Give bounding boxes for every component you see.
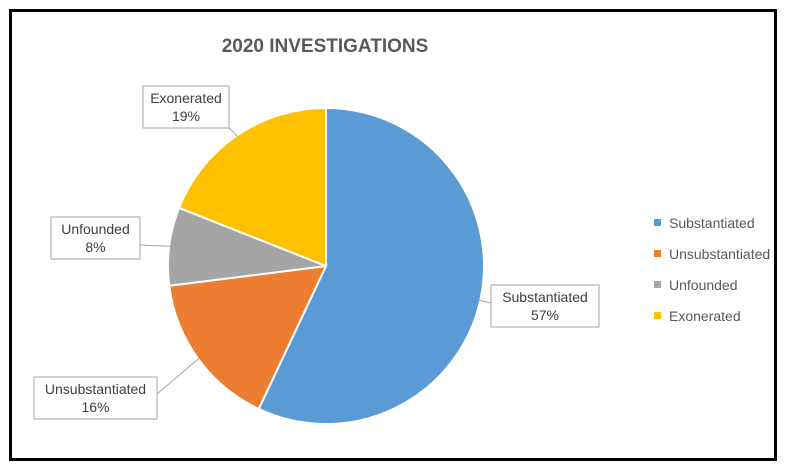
legend-label-unfounded: Unfounded: [669, 276, 738, 293]
data-label-name-substantiated: Substantiated: [502, 289, 588, 305]
leader-line-unsubstantiated: [156, 357, 200, 395]
data-label-name-exonerated: Exonerated: [150, 90, 222, 106]
chart-title: 2020 INVESTIGATIONS: [221, 36, 429, 57]
leader-line-unfounded: [139, 244, 171, 247]
legend-swatch-unfounded: [654, 281, 661, 288]
legend-item-exonerated: Exonerated: [654, 300, 770, 331]
legend-item-unfounded: Unfounded: [654, 269, 770, 300]
legend-label-substantiated: Substantiated: [669, 214, 755, 231]
legend-item-substantiated: Substantiated: [654, 207, 770, 238]
data-label-name-unsubstantiated: Unsubstantiated: [45, 381, 146, 397]
data-label-box-unfounded: [50, 216, 141, 260]
leader-line-substantiated: [478, 299, 492, 304]
data-label-box-unsubstantiated: [33, 376, 158, 420]
data-label-value-unfounded: 8%: [85, 239, 105, 255]
data-label-box-exonerated: [142, 85, 230, 129]
legend-item-unsubstantiated: Unsubstantiated: [654, 238, 770, 269]
leader-line-exonerated: [228, 127, 239, 137]
data-label-value-exonerated: 19%: [172, 108, 200, 124]
legend-label-exonerated: Exonerated: [669, 307, 741, 324]
data-label-box-substantiated: [490, 284, 600, 328]
legend-swatch-unsubstantiated: [654, 250, 661, 257]
data-label-name-unfounded: Unfounded: [61, 221, 130, 237]
chart-legend: Substantiated Unsubstantiated Unfounded …: [654, 207, 770, 331]
data-label-value-substantiated: 57%: [531, 307, 559, 323]
legend-swatch-exonerated: [654, 312, 661, 319]
legend-swatch-substantiated: [654, 219, 661, 226]
data-label-value-unsubstantiated: 16%: [81, 399, 109, 415]
legend-label-unsubstantiated: Unsubstantiated: [669, 245, 771, 262]
